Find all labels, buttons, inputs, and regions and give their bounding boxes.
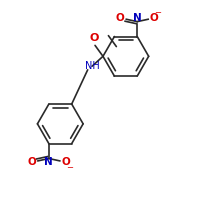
- Text: N: N: [44, 157, 53, 167]
- Text: O: O: [28, 157, 36, 167]
- Text: NH: NH: [85, 61, 99, 71]
- Text: O: O: [150, 13, 159, 23]
- Text: O: O: [89, 33, 99, 43]
- Text: −: −: [66, 163, 73, 172]
- Text: O: O: [116, 13, 125, 23]
- Text: −: −: [155, 8, 162, 17]
- Text: N: N: [133, 13, 142, 23]
- Text: O: O: [61, 157, 70, 167]
